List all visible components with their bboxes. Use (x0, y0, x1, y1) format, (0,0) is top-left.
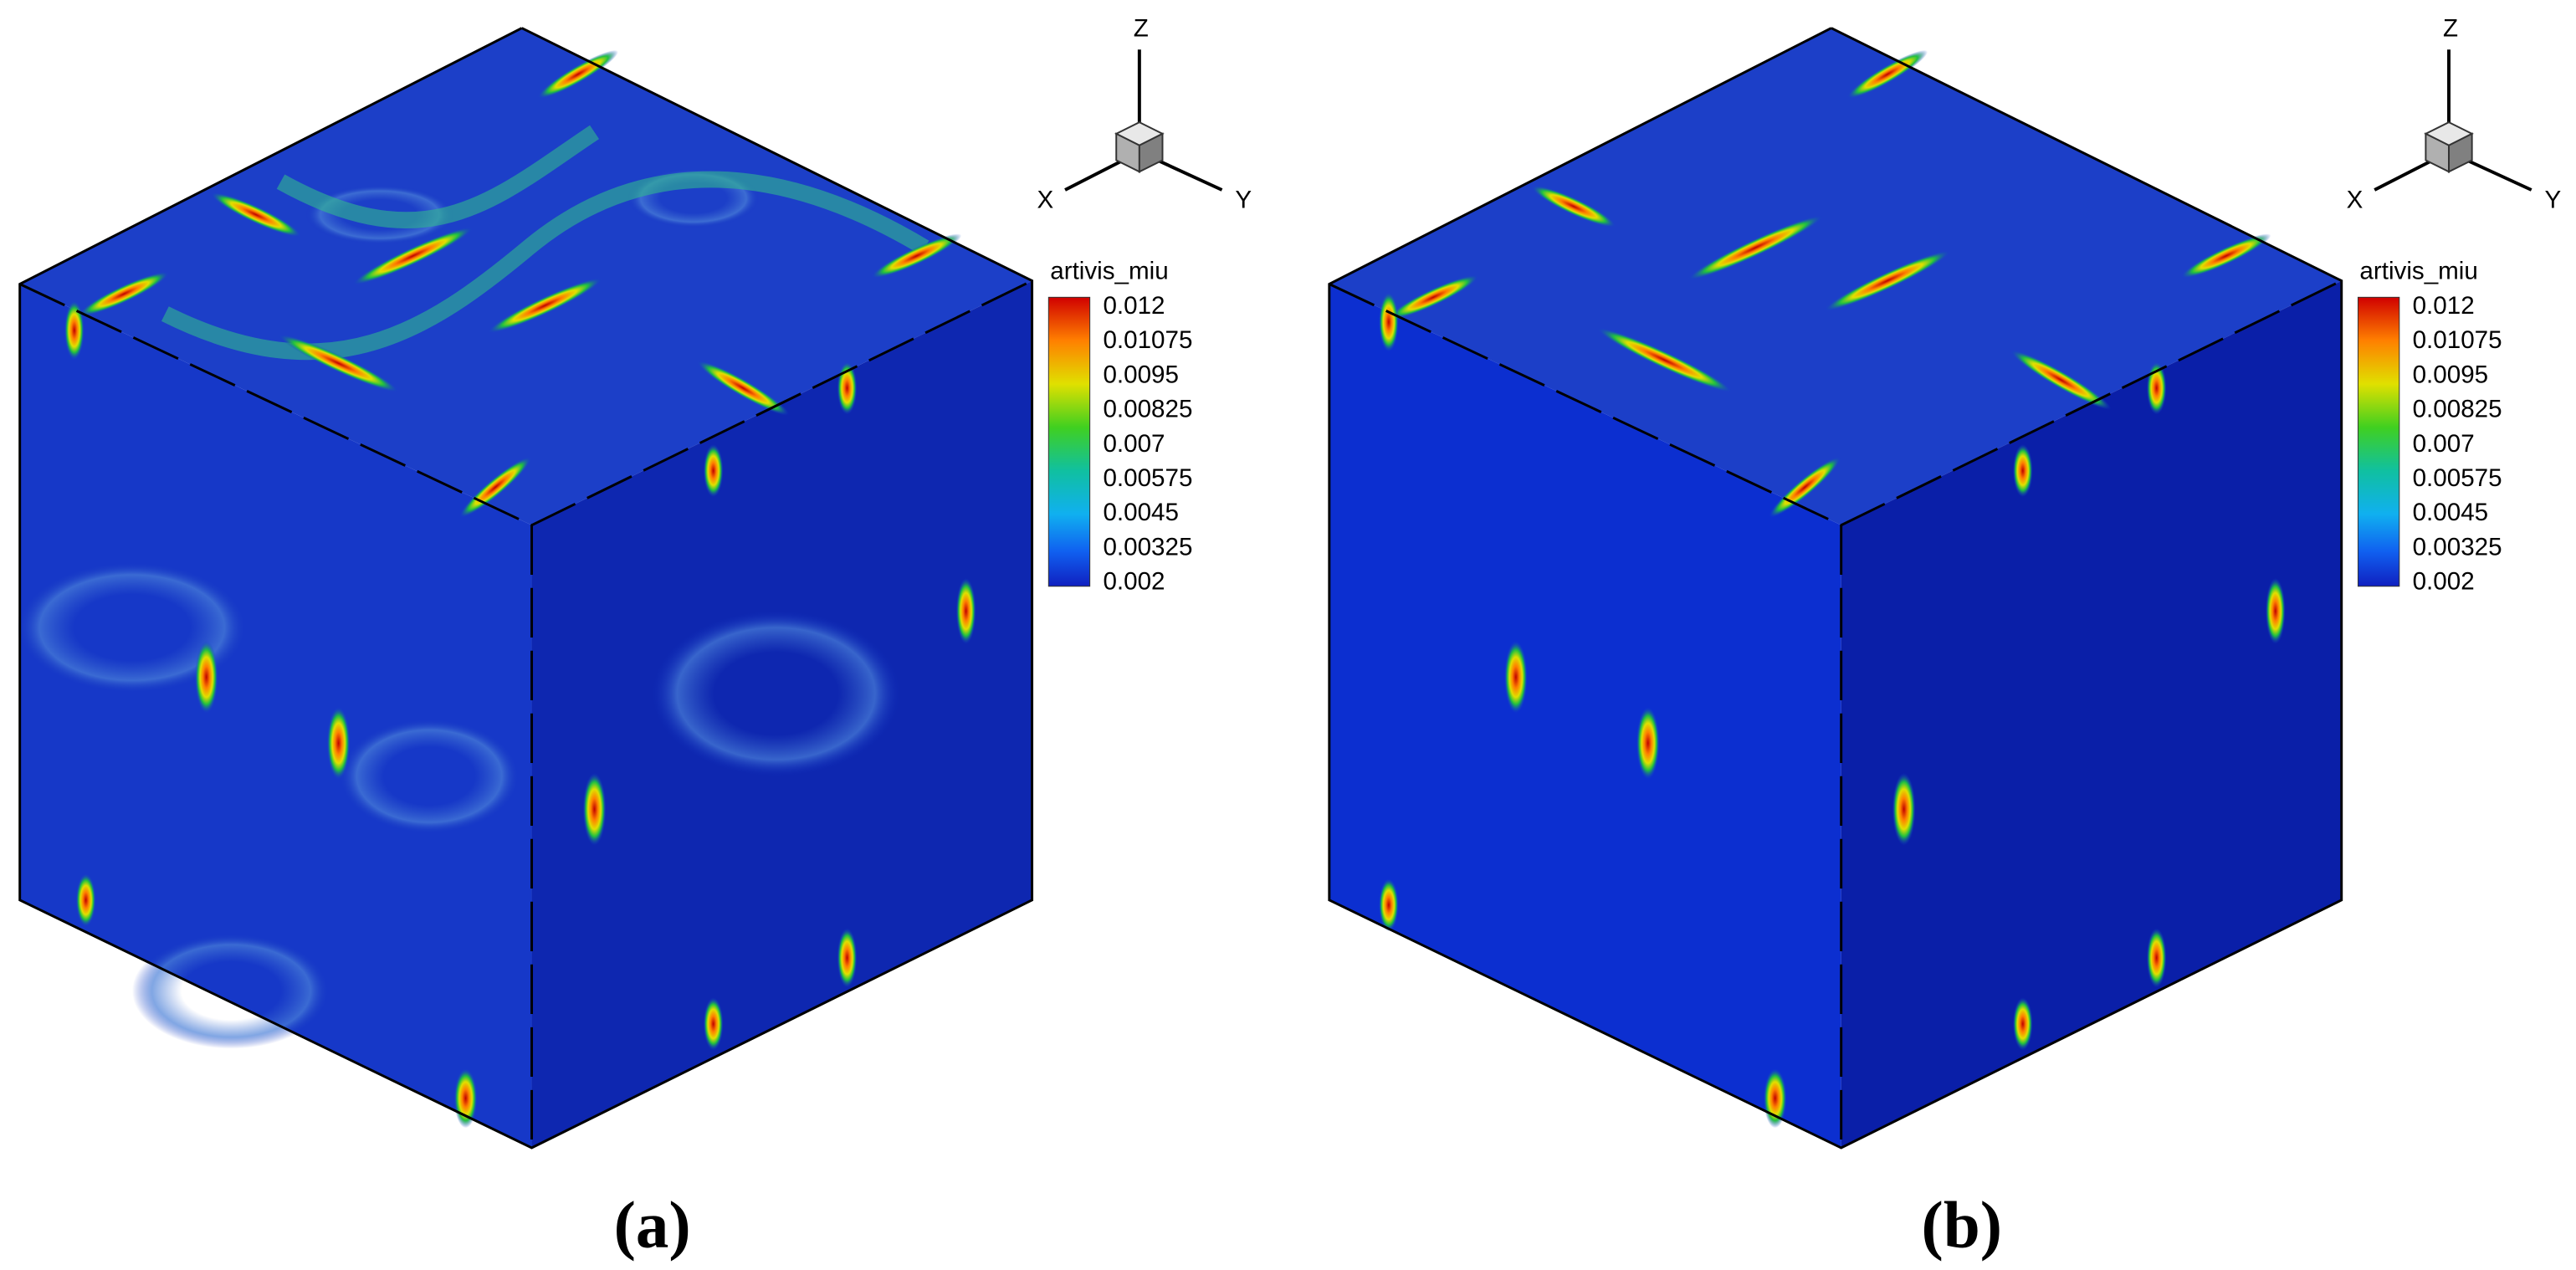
hot-spot (1379, 292, 1399, 352)
legend-tick-label: 0.00325 (2413, 533, 2502, 561)
caption: (b) (1922, 1189, 2002, 1262)
cube-right (1841, 280, 2342, 1148)
hot-spot (79, 271, 169, 316)
legend-tick-label: 0.0095 (1103, 361, 1179, 388)
axis-label: Y (1235, 187, 1252, 214)
legend-tick-label: 0.0045 (2413, 499, 2489, 526)
colorbar (2357, 296, 2400, 587)
halo (652, 611, 900, 776)
legend-tick-label: 0.00825 (2413, 396, 2502, 423)
hot-spot (871, 233, 962, 279)
hot-spot (488, 278, 602, 334)
hot-spot (2180, 233, 2271, 279)
legend-tick-label: 0.0045 (1103, 499, 1179, 526)
axis-label: Z (2443, 14, 2458, 42)
hot-spot (75, 873, 96, 927)
hot-spot (1892, 772, 1916, 846)
triad-cube (2448, 132, 2473, 173)
legend-tick-label: 0.00825 (1103, 396, 1192, 423)
legend-title: artivis_miu (2359, 258, 2477, 285)
hot-spot (1636, 706, 1660, 780)
hot-spot (2012, 444, 2033, 498)
legend-tick-label: 0.002 (1103, 568, 1165, 596)
axis-label: X (1037, 187, 1053, 214)
hot-spot (837, 928, 858, 988)
hot-spot (352, 227, 474, 285)
hot-spot (278, 334, 399, 392)
legend-tick-label: 0.012 (1103, 292, 1165, 320)
hot-spot (194, 640, 218, 714)
hot-spot (955, 577, 976, 644)
cube-left (1329, 284, 1841, 1148)
hot-spot (2146, 928, 2167, 988)
hot-spot (1596, 327, 1733, 392)
triad-cube (1138, 132, 1164, 173)
hot-spot (1388, 274, 1479, 320)
hot-spot (64, 300, 85, 361)
legend-tick-label: 0.0095 (2413, 361, 2489, 388)
hot-spot (2012, 997, 2033, 1051)
hot-spot (2010, 350, 2112, 410)
cube-left (19, 284, 532, 1148)
hot-spot (1379, 878, 1399, 932)
legend-tick-label: 0.012 (2413, 292, 2475, 320)
legend-tick-label: 0.002 (2413, 568, 2475, 596)
legend-tick-label: 0.007 (2413, 430, 2475, 458)
caption: (a) (614, 1189, 691, 1262)
hot-spot (459, 457, 531, 518)
axis-label: Z (1134, 14, 1149, 42)
cube-top (19, 28, 1032, 525)
halo (338, 718, 520, 834)
legend-tick-label: 0.01075 (2413, 326, 2502, 354)
hot-spot (537, 49, 618, 99)
hot-spot (1769, 457, 1841, 518)
hot-spot (837, 361, 858, 415)
hot-spot (1504, 640, 1528, 714)
hot-spot (2146, 361, 2167, 415)
hot-spot (326, 706, 351, 780)
halo (16, 561, 248, 694)
hot-spot (1531, 185, 1616, 228)
legend-title: artivis_miu (1050, 258, 1168, 285)
legend-tick-label: 0.00575 (1103, 464, 1192, 492)
axis-label: X (2347, 187, 2363, 214)
hot-spot (1687, 215, 1823, 280)
legend-tick-label: 0.007 (1103, 430, 1165, 458)
hot-spot (2265, 577, 2286, 644)
legend-tick-label: 0.01075 (1103, 326, 1192, 354)
colorbar (1047, 296, 1091, 587)
hot-spot (1824, 250, 1951, 311)
hot-spot (1846, 49, 1928, 99)
hot-spot (703, 997, 724, 1051)
legend-tick-label: 0.00325 (1103, 533, 1192, 561)
hot-spot (582, 772, 607, 846)
hot-spot (697, 361, 790, 416)
halo (131, 933, 330, 1049)
legend-tick-label: 0.00575 (2413, 464, 2502, 492)
hot-spot (211, 192, 301, 238)
axis-label: Y (2544, 187, 2561, 214)
hot-spot (703, 444, 724, 498)
